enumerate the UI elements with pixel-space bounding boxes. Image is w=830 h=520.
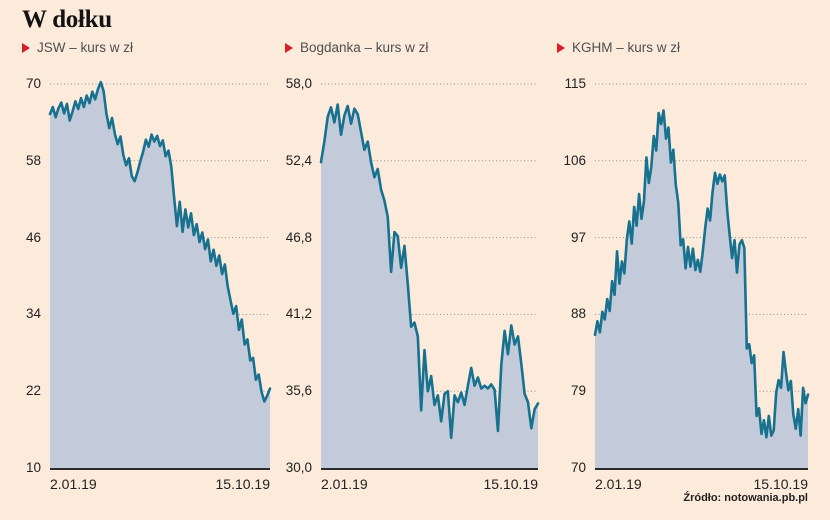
y-tick: 58,0	[285, 76, 312, 91]
x-axis-labels: 2.01.19 15.10.19	[50, 476, 270, 492]
y-tick: 58	[25, 152, 41, 168]
x-axis-start-label: 2.01.19	[321, 476, 368, 492]
source-caption: Źródło: notowania.pb.pl	[683, 492, 808, 504]
y-tick: 41,2	[285, 306, 312, 322]
chart-legend-label: Bogdanka – kurs w zł	[300, 40, 429, 55]
chart-legend: JSW – kurs w zł	[22, 40, 133, 55]
kghm-plot-area	[593, 83, 810, 470]
y-tick: 88	[570, 306, 586, 322]
y-tick: 10	[25, 460, 41, 475]
jsw-plot-area	[48, 80, 272, 470]
x-axis-end-label: 15.10.19	[483, 476, 539, 492]
x-axis-labels: 2.01.19 15.10.19	[595, 476, 808, 492]
red-arrow-icon	[22, 42, 30, 53]
x-axis-end-label: 15.10.19	[215, 476, 271, 492]
y-tick: 22	[25, 383, 41, 399]
y-tick: 70	[570, 460, 586, 475]
y-tick: 52,4	[285, 152, 312, 168]
y-tick: 46	[25, 229, 41, 245]
y-tick: 97	[570, 229, 586, 245]
page-title: W dołku	[22, 6, 112, 33]
chart-legend-label: KGHM – kurs w zł	[572, 40, 681, 55]
x-axis-labels: 2.01.19 15.10.19	[321, 476, 538, 492]
y-axis-labels: 70 58 46 34 22 10	[0, 76, 41, 475]
y-tick: 79	[570, 383, 586, 399]
chart-legend: Bogdanka – kurs w zł	[285, 40, 428, 55]
y-tick: 115	[564, 76, 586, 91]
chart-bogdanka: Bogdanka – kurs w zł 58,0 52,4 46,8 41,2…	[271, 36, 540, 510]
chart-jsw: JSW – kurs w zł 70 58 46 34 22 10 2.01.1…	[0, 36, 272, 510]
y-tick: 70	[25, 76, 41, 91]
y-tick: 30,0	[285, 460, 312, 475]
chart-legend-label: JSW – kurs w zł	[37, 40, 134, 55]
red-arrow-icon	[285, 42, 293, 53]
x-axis-start-label: 2.01.19	[595, 476, 642, 492]
y-axis-labels: 115 106 97 88 79 70	[545, 76, 586, 475]
y-tick: 35,6	[285, 383, 312, 399]
y-tick: 106	[563, 152, 586, 168]
x-axis-start-label: 2.01.19	[50, 476, 97, 492]
y-tick: 34	[25, 306, 41, 322]
chart-kghm: KGHM – kurs w zł 115 106 97 88 79 70 2.0…	[545, 36, 810, 510]
chart-legend: KGHM – kurs w zł	[557, 40, 680, 55]
bogdanka-plot-area	[319, 83, 540, 470]
x-axis-end-label: 15.10.19	[753, 476, 809, 492]
y-axis-labels: 58,0 52,4 46,8 41,2 35,6 30,0	[271, 76, 312, 475]
red-arrow-icon	[557, 42, 565, 53]
y-tick: 46,8	[285, 229, 312, 245]
